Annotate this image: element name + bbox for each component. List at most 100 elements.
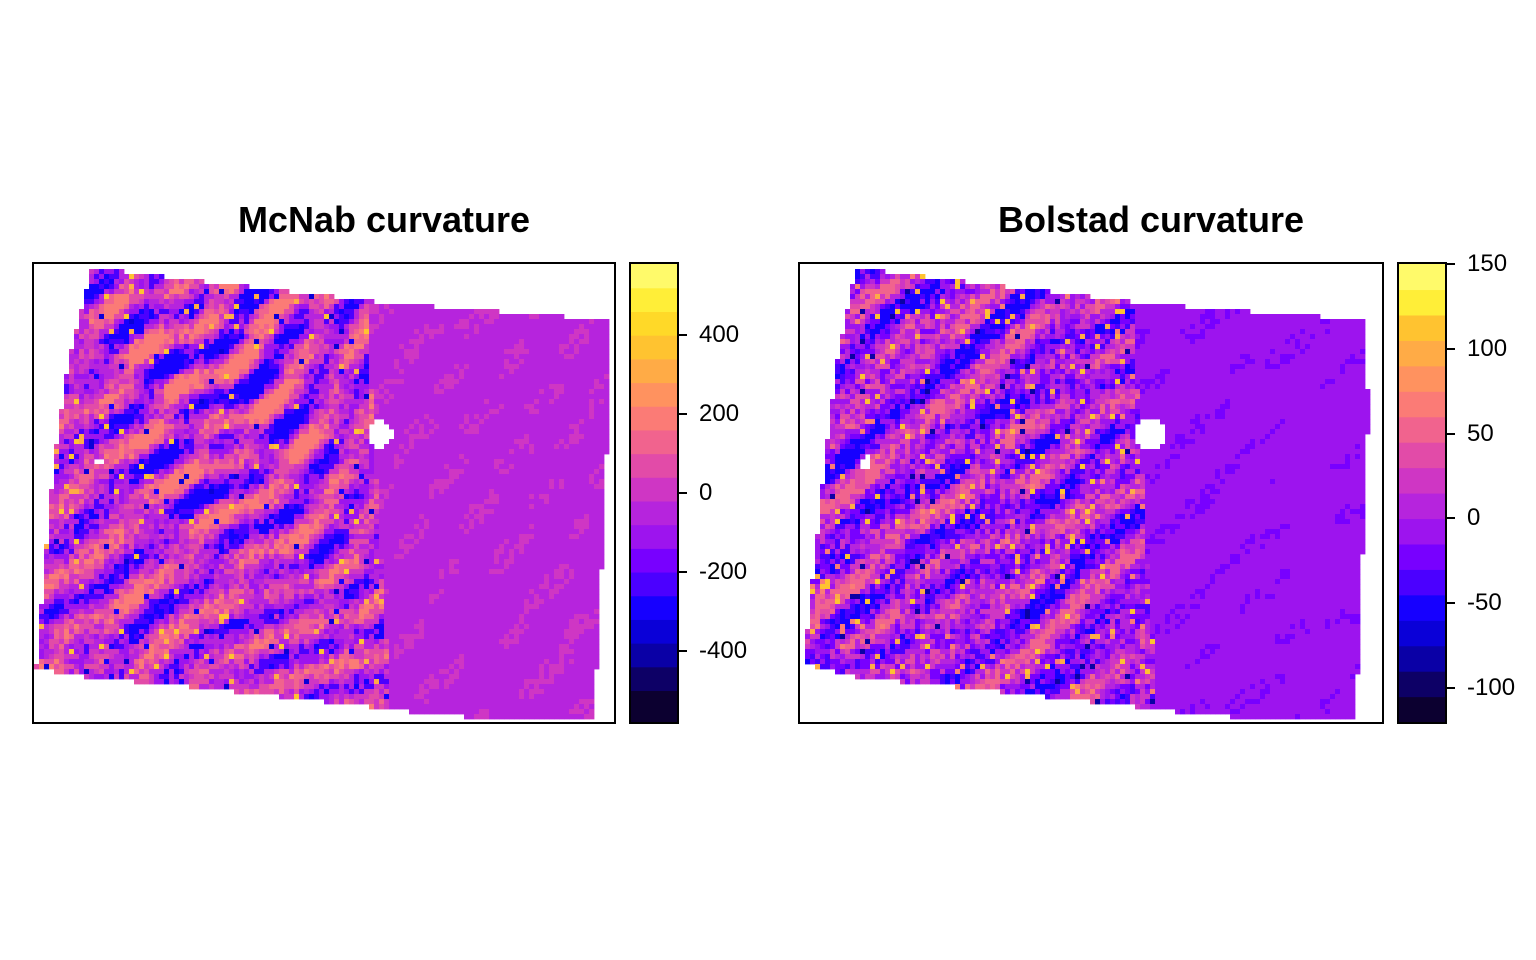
raster-cell bbox=[339, 459, 345, 465]
raster-cell bbox=[409, 444, 415, 450]
raster-cell bbox=[464, 374, 470, 380]
raster-cell bbox=[89, 434, 95, 440]
raster-cell bbox=[374, 354, 380, 360]
raster-cell bbox=[584, 439, 590, 445]
raster-cell bbox=[184, 349, 190, 355]
raster-cell bbox=[599, 509, 605, 515]
raster-cell bbox=[384, 514, 390, 520]
raster-cell bbox=[354, 504, 360, 510]
raster-cell bbox=[469, 354, 475, 360]
raster-cell bbox=[254, 409, 260, 415]
raster-cell bbox=[414, 399, 420, 405]
raster-cell bbox=[204, 464, 210, 470]
raster-cell bbox=[329, 314, 335, 320]
raster-cell bbox=[514, 354, 520, 360]
raster-cell bbox=[244, 404, 250, 410]
raster-cell bbox=[224, 289, 230, 295]
raster-cell bbox=[194, 309, 200, 315]
raster-cell bbox=[339, 389, 345, 395]
raster-cell bbox=[329, 359, 335, 365]
raster-cell bbox=[339, 514, 345, 520]
raster-cell bbox=[369, 349, 375, 355]
raster-cell bbox=[309, 369, 315, 375]
raster-cell bbox=[159, 429, 165, 435]
raster-cell bbox=[274, 364, 280, 370]
raster-cell bbox=[219, 334, 225, 340]
raster-cell bbox=[359, 469, 365, 475]
raster-cell bbox=[514, 449, 520, 455]
raster-cell bbox=[519, 394, 525, 400]
raster-cell bbox=[494, 429, 500, 435]
raster-cell bbox=[314, 364, 320, 370]
raster-cell bbox=[424, 514, 430, 520]
raster-cell bbox=[209, 349, 215, 355]
raster-cell bbox=[559, 474, 565, 480]
raster-cell bbox=[534, 509, 540, 515]
raster-cell bbox=[349, 359, 355, 365]
raster-cell bbox=[199, 494, 205, 500]
raster-cell bbox=[329, 344, 335, 350]
raster-cell bbox=[314, 519, 320, 525]
raster-cell bbox=[109, 504, 115, 510]
raster-cell bbox=[194, 464, 200, 470]
raster-cell bbox=[289, 319, 295, 325]
raster-cell bbox=[604, 419, 610, 425]
raster-cell bbox=[459, 339, 465, 345]
raster-cell bbox=[164, 339, 170, 345]
raster-cell bbox=[99, 339, 105, 345]
raster-cell bbox=[579, 364, 585, 370]
raster-cell bbox=[99, 369, 105, 375]
raster-cell bbox=[119, 389, 125, 395]
raster-cell bbox=[124, 274, 130, 280]
raster-cell bbox=[244, 299, 250, 305]
raster-cell bbox=[459, 499, 465, 505]
raster-cell bbox=[104, 329, 110, 335]
raster-cell bbox=[84, 439, 90, 445]
raster-cell bbox=[534, 334, 540, 340]
raster-cell bbox=[59, 474, 65, 480]
raster-cell bbox=[379, 324, 385, 330]
raster-cell bbox=[124, 519, 130, 525]
raster-cell bbox=[339, 494, 345, 500]
raster-cell bbox=[199, 409, 205, 415]
raster-cell bbox=[509, 354, 515, 360]
raster-cell bbox=[149, 499, 155, 505]
raster-cell bbox=[404, 429, 410, 435]
raster-cell bbox=[239, 319, 245, 325]
raster-cell bbox=[189, 404, 195, 410]
raster-cell bbox=[94, 314, 100, 320]
raster-cell bbox=[314, 399, 320, 405]
raster-cell bbox=[334, 364, 340, 370]
raster-cell bbox=[224, 474, 230, 480]
raster-cell bbox=[214, 359, 220, 365]
raster-cell bbox=[99, 349, 105, 355]
raster-cell bbox=[264, 494, 270, 500]
raster-cell bbox=[229, 394, 235, 400]
raster-cell bbox=[604, 444, 610, 450]
raster-cell bbox=[284, 294, 290, 300]
raster-cell bbox=[484, 449, 490, 455]
raster-cell bbox=[289, 504, 295, 510]
raster-cell bbox=[69, 519, 75, 525]
raster-cell bbox=[349, 364, 355, 370]
raster-cell bbox=[584, 514, 590, 520]
raster-cell bbox=[99, 434, 105, 440]
raster-cell bbox=[319, 394, 325, 400]
raster-cell bbox=[144, 344, 150, 350]
raster-cell bbox=[179, 489, 185, 495]
raster-cell bbox=[334, 329, 340, 335]
raster-cell bbox=[449, 519, 455, 525]
raster-cell bbox=[239, 434, 245, 440]
raster-cell bbox=[219, 344, 225, 350]
raster-cell bbox=[519, 484, 525, 490]
raster-cell bbox=[169, 389, 175, 395]
raster-cell bbox=[159, 324, 165, 330]
raster-cell bbox=[489, 514, 495, 520]
raster-cell bbox=[384, 354, 390, 360]
raster-cell bbox=[79, 404, 85, 410]
raster-cell bbox=[154, 519, 160, 525]
raster-cell bbox=[224, 364, 230, 370]
raster-cell bbox=[524, 354, 530, 360]
raster-cell bbox=[509, 404, 515, 410]
raster-cell bbox=[129, 319, 135, 325]
